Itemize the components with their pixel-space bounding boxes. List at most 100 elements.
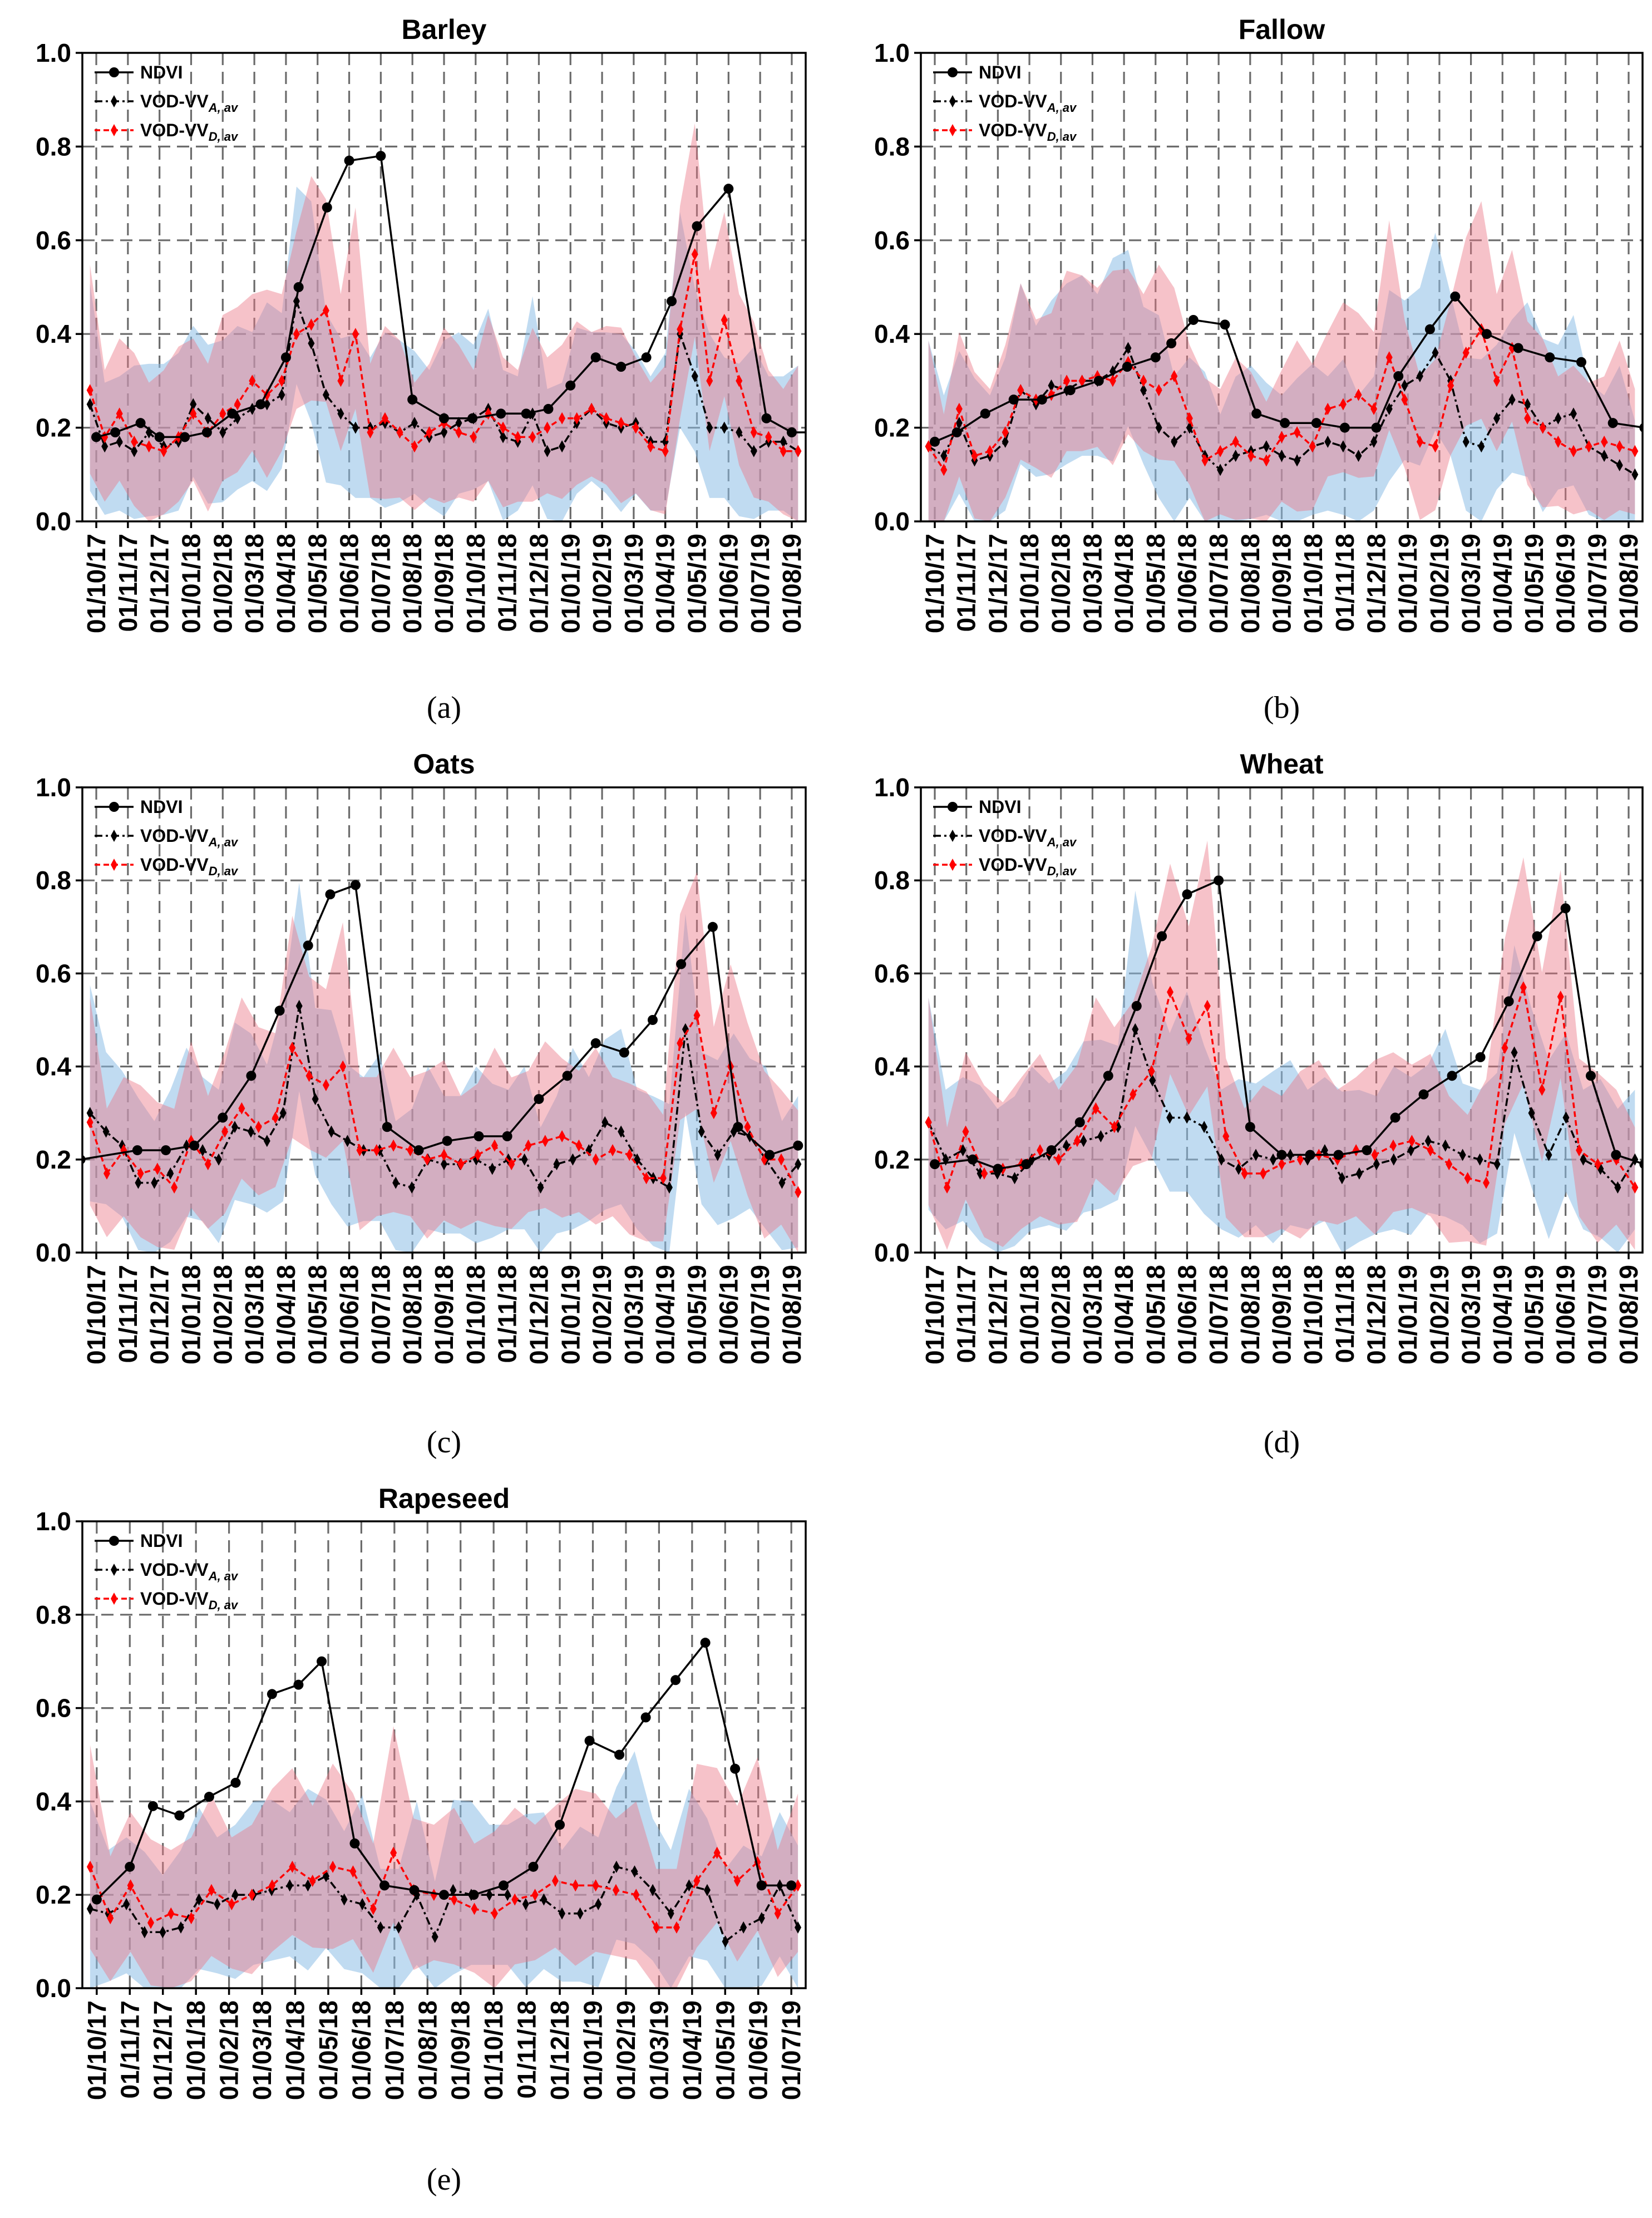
x-tick-label: 01/10/17 (82, 1265, 111, 1364)
ndvi-point (1545, 352, 1555, 363)
y-tick-label: 1.0 (874, 38, 910, 67)
x-tick-label: 01/09/18 (430, 534, 458, 633)
legend-marker (109, 1536, 119, 1546)
x-tick-label: 01/04/18 (272, 1265, 300, 1364)
legend-label-main: NDVI (979, 797, 1021, 817)
vod-d-point (1570, 445, 1577, 457)
vod-a-point (1462, 435, 1469, 448)
ndvi-point (154, 432, 165, 442)
ndvi-point (565, 380, 576, 391)
vod-a-point (247, 1125, 254, 1138)
vod-d-point (1501, 1042, 1508, 1054)
vod-d-point (691, 248, 698, 261)
vod-a-point (1355, 1167, 1363, 1180)
y-tick-label: 0.8 (36, 132, 71, 161)
vod-d-point (426, 426, 433, 439)
legend-label-subscript: D, av (209, 130, 239, 144)
vod-d-point (1557, 990, 1564, 1003)
vod-d-point (154, 1162, 161, 1175)
vod-a-point (1063, 1139, 1070, 1152)
x-tick-label: 01/01/18 (181, 2000, 210, 2100)
vod-d-point (706, 374, 713, 387)
vod-d-point (339, 1060, 347, 1073)
vod-d-point (795, 1879, 802, 1892)
x-tick-label: 01/07/19 (746, 1265, 775, 1364)
ndvi-point (930, 1159, 940, 1170)
ndvi-point (91, 432, 102, 442)
vod-a-point (544, 445, 551, 457)
x-tick-label: 01/06/19 (744, 2000, 773, 2100)
vod-d-point (1278, 1158, 1285, 1171)
vod-a-point (1201, 1121, 1208, 1133)
legend-label: NDVI (979, 62, 1021, 82)
ndvi-point (147, 1801, 158, 1811)
vod-d-point (457, 1158, 465, 1171)
vod-d-point (1148, 1064, 1155, 1077)
vod-d-point (1232, 435, 1239, 448)
vod-d-point (721, 313, 728, 326)
vod-a-point (408, 1181, 416, 1194)
y-tick-label: 0.4 (36, 1052, 71, 1081)
vod-d-point (609, 1144, 617, 1157)
y-tick-label: 1.0 (36, 773, 71, 802)
vod-d-point (430, 1889, 437, 1901)
x-tick-label: 01/12/17 (149, 2000, 177, 2100)
ndvi-point (793, 1140, 803, 1151)
legend-label-main: VOD-VV (140, 855, 209, 875)
ndvi-point (1074, 1117, 1085, 1127)
panel-caption: (d) (1264, 1425, 1300, 1460)
x-tick-label: 01/03/18 (1078, 1265, 1107, 1364)
vod-d-point (659, 1172, 667, 1185)
vod-d-point (677, 1037, 684, 1049)
legend-marker (948, 802, 958, 812)
y-tick-label: 0.8 (36, 866, 71, 895)
vod-d-point (455, 426, 462, 439)
vod-a-point (500, 431, 507, 443)
x-tick-label: 01/02/18 (208, 1265, 237, 1364)
vod-a-point (1555, 412, 1562, 425)
vod-a-point (1232, 450, 1239, 462)
panel-a: Barley 0.0 0.2 0.4 0.6 0.8 1.0 01/10/17 01/11/17… (36, 14, 807, 725)
vod-d-point (1296, 1153, 1304, 1166)
vod-d-point (127, 1879, 134, 1892)
vod-a-point (131, 445, 138, 457)
vod-a-point (215, 1153, 223, 1166)
x-tick-label: 01/06/19 (714, 1265, 743, 1364)
vod-d-point (575, 1139, 583, 1152)
ndvi-point (528, 1861, 539, 1872)
vod-a-point (714, 1149, 721, 1161)
vod-a-point (1524, 398, 1531, 411)
vod-d-point (1616, 440, 1623, 453)
vod-d-point (1063, 374, 1071, 387)
vod-a-point (231, 1889, 239, 1901)
x-tick-label: 01/11/18 (1330, 534, 1359, 632)
vod-d-point (278, 374, 285, 387)
ndvi-point (765, 1150, 775, 1160)
x-tick-label: 01/07/19 (746, 534, 775, 633)
vod-d-point (423, 1153, 431, 1166)
vod-d-point (367, 426, 374, 439)
legend-label: VOD-VVA, av (979, 826, 1077, 849)
ndvi-point (1639, 423, 1643, 432)
ndvi-point (1276, 1150, 1287, 1160)
ndvi-point (521, 408, 531, 419)
vod-d-point (322, 304, 329, 317)
ndvi-point (614, 1749, 625, 1760)
ndvi-point (555, 1820, 565, 1830)
ndvi-point (1362, 1145, 1372, 1156)
vod-a-point (1370, 435, 1378, 448)
x-tick-label: 01/08/18 (1236, 534, 1265, 633)
vod-d-point (349, 1865, 357, 1878)
panel-caption: (e) (427, 2162, 461, 2197)
ndvi-point (667, 296, 677, 307)
vod-d-point (795, 445, 802, 457)
legend-label: VOD-VVA, av (140, 1560, 239, 1583)
x-tick-label: 01/10/18 (1299, 534, 1328, 633)
vod-a-point (337, 407, 344, 420)
vod-a-point (649, 1884, 657, 1896)
x-tick-label: 01/01/18 (176, 534, 205, 633)
ndvi-point (218, 1112, 228, 1123)
legend-label-subscript: D, av (209, 864, 239, 878)
ndvi-point (201, 427, 212, 438)
